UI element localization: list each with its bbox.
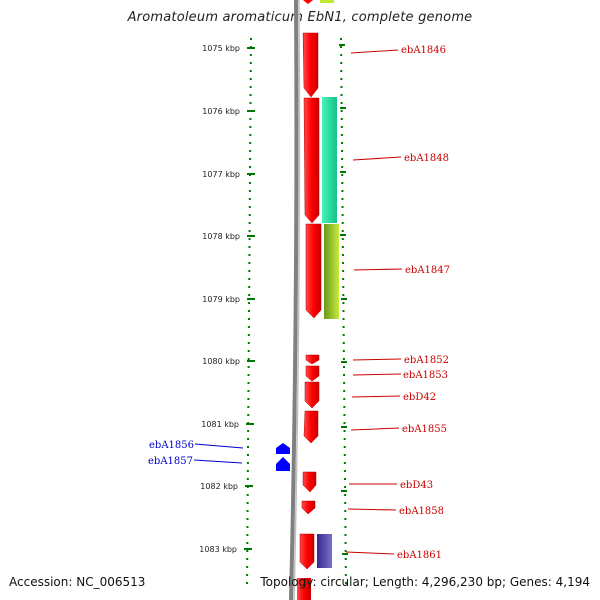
cds-block-purple <box>317 534 332 568</box>
accession-text: Accession: NC_006513 <box>9 575 146 589</box>
right-scale-rail <box>340 37 347 591</box>
gene-label-ebA1855: ebA1855 <box>402 424 447 435</box>
cds-block-olive <box>324 224 339 319</box>
left-major-ticks <box>244 47 255 550</box>
map-title: Aromatoleum aromaticum EbN1, complete ge… <box>127 10 473 25</box>
kbp-label-1079: 1079 kbp <box>202 295 240 304</box>
gene-label-ebA1857: ebA1857 <box>148 456 193 467</box>
cds-blocks <box>317 97 339 568</box>
gene-arrow-ebA1846 <box>302 32 319 98</box>
kbp-label-1078: 1078 kbp <box>202 232 240 241</box>
gene-label-ebA1856: ebA1856 <box>149 440 194 451</box>
kbp-label-1075: 1075 kbp <box>202 44 240 53</box>
right-leader-lines <box>345 49 403 555</box>
gene-label-ebD42: ebD42 <box>403 392 436 403</box>
gene-arrow-ebA1856 <box>276 443 290 454</box>
gene-arrow-top-partial <box>303 0 313 4</box>
kbp-label-1080: 1080 kbp <box>202 357 240 366</box>
kbp-label-1076: 1076 kbp <box>202 107 240 116</box>
kbp-label-1083: 1083 kbp <box>199 545 237 554</box>
gene-arrow-ebA1855 <box>303 410 319 444</box>
gene-arrow-ebA1861 <box>299 533 315 570</box>
gene-arrow-bottom-partial <box>297 578 311 600</box>
kbp-label-1081: 1081 kbp <box>201 420 239 429</box>
genome-backbone-shadow <box>293 0 301 600</box>
gene-label-ebA1861: ebA1861 <box>397 550 442 561</box>
gene-label-ebA1848: ebA1848 <box>404 153 449 164</box>
right-major-ticks <box>339 44 348 555</box>
topology-text: Topology: circular; Length: 4,296,230 bp… <box>260 575 590 589</box>
left-scale-rail <box>246 37 252 591</box>
kbp-label-1082: 1082 kbp <box>200 482 238 491</box>
gene-label-ebA1852: ebA1852 <box>404 355 449 366</box>
forward-genes <box>297 32 322 600</box>
cds-block-top-partial <box>320 0 334 3</box>
kbp-label-1077: 1077 kbp <box>202 170 240 179</box>
gene-label-ebA1853: ebA1853 <box>403 370 448 381</box>
gene-label-ebA1847: ebA1847 <box>405 265 450 276</box>
gene-arrow-ebA1852 <box>305 354 320 365</box>
gene-arrow-ebD43 <box>302 471 317 493</box>
gene-arrow-ebD42 <box>304 381 320 409</box>
gene-arrow-ebA1853 <box>305 365 320 382</box>
gene-arrow-ebA1847 <box>305 223 322 319</box>
reverse-genes <box>276 443 290 471</box>
gene-arrow-ebA1848 <box>303 97 320 224</box>
left-leader-lines <box>193 443 244 464</box>
gene-arrow-ebA1858 <box>301 500 316 515</box>
genome-backbone <box>289 0 299 600</box>
gene-arrow-ebA1857 <box>276 457 290 471</box>
cds-block-teal <box>322 97 337 223</box>
gene-label-ebA1858: ebA1858 <box>399 506 444 517</box>
gene-label-ebD43: ebD43 <box>400 480 433 491</box>
gene-label-ebA1846: ebA1846 <box>401 45 446 56</box>
